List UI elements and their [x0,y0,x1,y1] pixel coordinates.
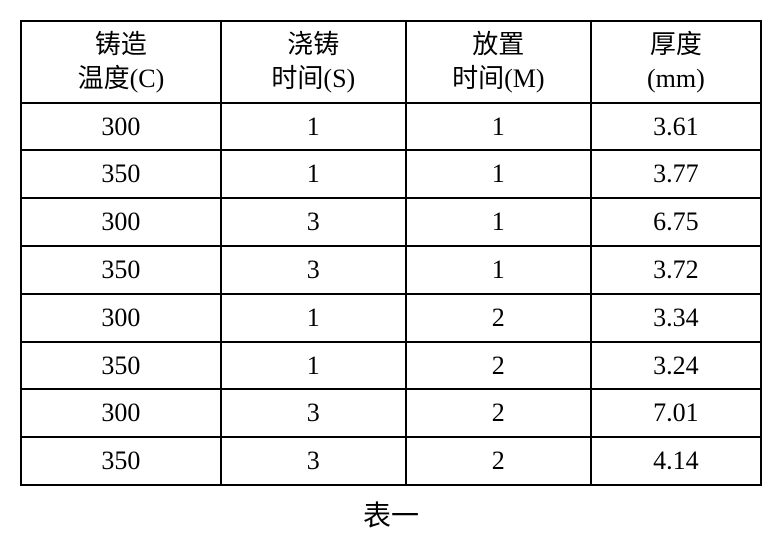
cell: 1 [406,150,591,198]
header-cell-thickness: 厚度 (mm) [591,21,761,103]
cell: 1 [406,103,591,151]
cell: 350 [21,342,221,390]
cell: 3.61 [591,103,761,151]
table-caption: 表一 [20,494,762,534]
cell: 300 [21,294,221,342]
cell: 1 [221,342,406,390]
table-row: 300 1 1 3.61 [21,103,761,151]
data-table: 铸造 温度(C) 浇铸 时间(S) 放置 时间(M) 厚度 (mm) [20,20,762,486]
cell: 300 [21,198,221,246]
header-cell-casting-temp: 铸造 温度(C) [21,21,221,103]
cell: 350 [21,246,221,294]
cell: 7.01 [591,389,761,437]
table-body: 300 1 1 3.61 350 1 1 3.77 300 3 1 6.75 3… [21,103,761,485]
cell: 3 [221,437,406,485]
table-row: 350 1 1 3.77 [21,150,761,198]
cell: 1 [406,246,591,294]
cell: 2 [406,294,591,342]
cell: 4.14 [591,437,761,485]
cell: 3 [221,198,406,246]
table-row: 350 3 1 3.72 [21,246,761,294]
header-line2: (mm) [596,62,756,96]
cell: 3 [221,246,406,294]
cell: 1 [406,198,591,246]
table-row: 350 3 2 4.14 [21,437,761,485]
cell: 3 [221,389,406,437]
cell: 1 [221,150,406,198]
table-row: 300 1 2 3.34 [21,294,761,342]
header-line1: 放置 [411,28,586,62]
header-cell-place-time: 放置 时间(M) [406,21,591,103]
cell: 6.75 [591,198,761,246]
cell: 2 [406,437,591,485]
header-row: 铸造 温度(C) 浇铸 时间(S) 放置 时间(M) 厚度 (mm) [21,21,761,103]
cell: 2 [406,342,591,390]
cell: 350 [21,150,221,198]
cell: 3.72 [591,246,761,294]
table-row: 300 3 2 7.01 [21,389,761,437]
table-row: 350 1 2 3.24 [21,342,761,390]
cell: 1 [221,294,406,342]
header-line1: 铸造 [26,28,216,62]
table-header: 铸造 温度(C) 浇铸 时间(S) 放置 时间(M) 厚度 (mm) [21,21,761,103]
table-row: 300 3 1 6.75 [21,198,761,246]
table-container: 铸造 温度(C) 浇铸 时间(S) 放置 时间(M) 厚度 (mm) [20,20,762,534]
cell: 300 [21,389,221,437]
header-line1: 浇铸 [226,28,401,62]
cell: 3.34 [591,294,761,342]
header-line2: 温度(C) [26,62,216,96]
header-cell-pour-time: 浇铸 时间(S) [221,21,406,103]
cell: 350 [21,437,221,485]
header-line2: 时间(M) [411,62,586,96]
cell: 1 [221,103,406,151]
cell: 3.77 [591,150,761,198]
header-line2: 时间(S) [226,62,401,96]
cell: 2 [406,389,591,437]
header-line1: 厚度 [596,28,756,62]
cell: 300 [21,103,221,151]
cell: 3.24 [591,342,761,390]
